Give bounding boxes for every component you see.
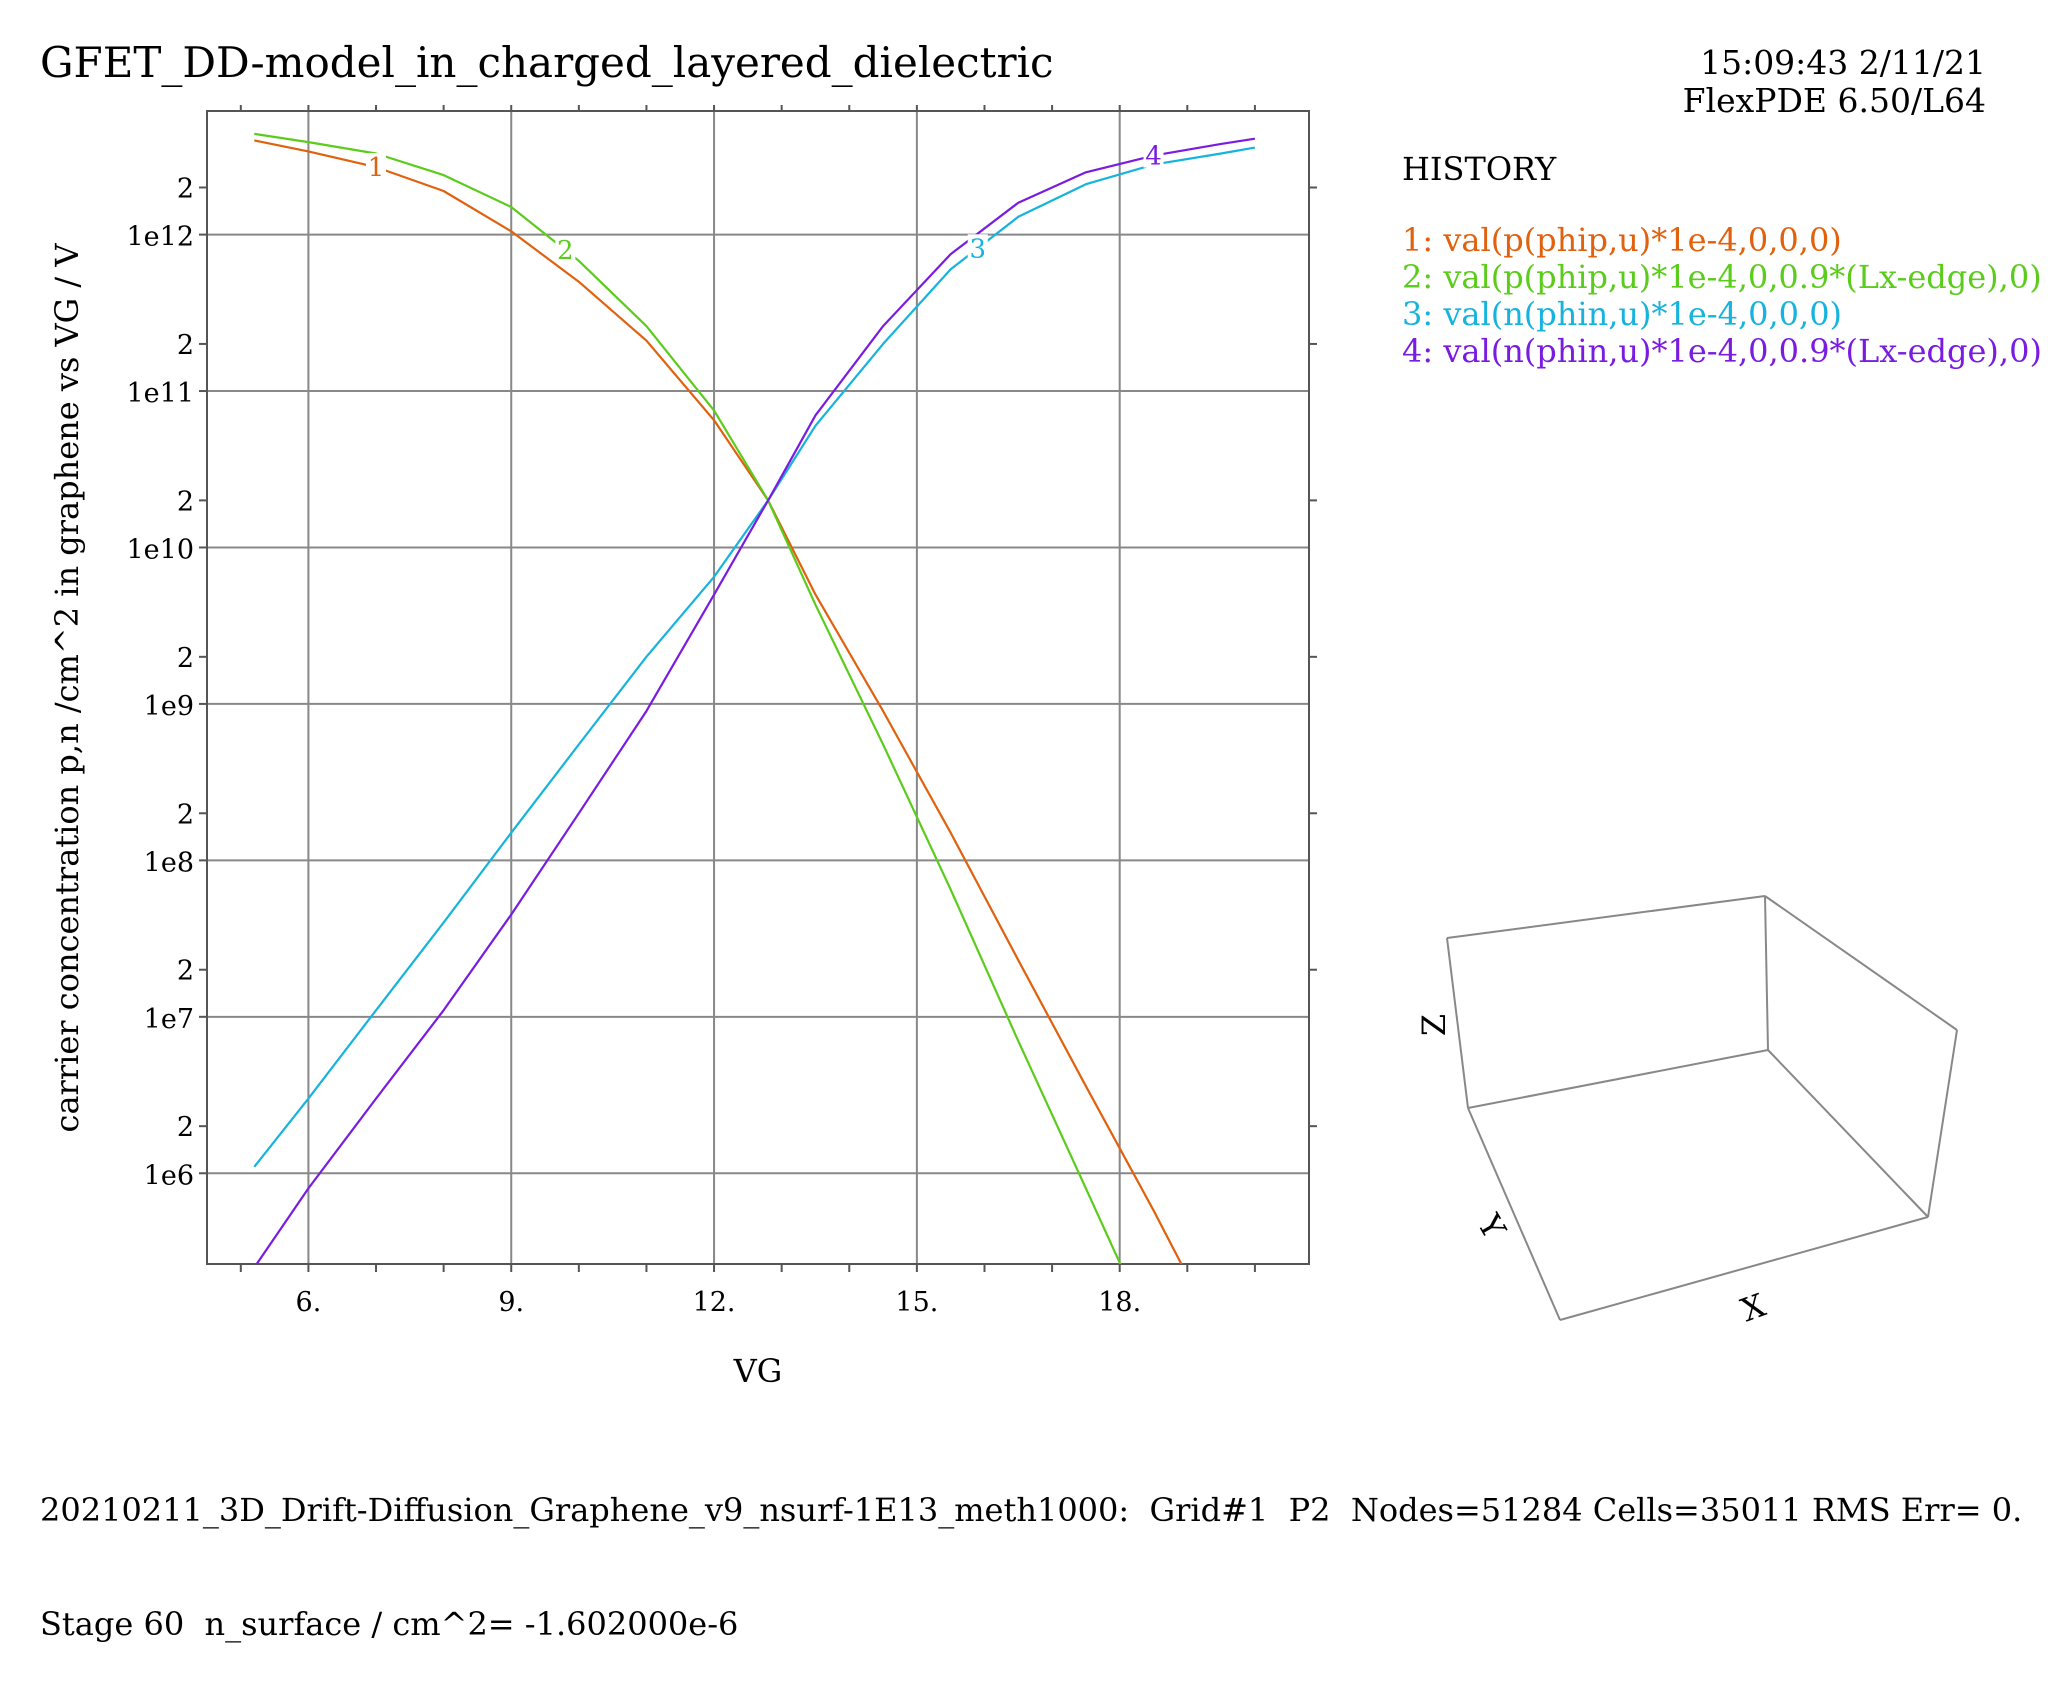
box-edge [1446,895,1766,939]
history-title: HISTORY [1402,150,1557,188]
y-minor-tick-label: 2 [177,1112,194,1143]
grid-layer [207,111,1309,1264]
curve-label-4: 4 [1145,142,1162,172]
box-edge [1764,895,1769,1051]
y-minor-tick-label: 2 [177,643,194,674]
x-tick-label: 18. [1098,1287,1141,1318]
y-tick-label: 1e9 [144,691,194,722]
x-tick-label: 12. [693,1287,736,1318]
timestamp-block: 15:09:43 2/11/21 FlexPDE 6.50/L64 [1683,44,1986,120]
series-line-4 [255,137,1256,1264]
axis-label-z: Z [1415,1014,1453,1036]
footer-info: 20210211_3D_Drift-Diffusion_Graphene_v9_… [40,1415,2022,1681]
curve-label-bg [1143,141,1164,168]
series-line-2 [254,132,1122,1264]
footer-run-info: 20210211_3D_Drift-Diffusion_Graphene_v9_… [40,1491,2023,1529]
y-tick-label: 1e8 [144,847,194,878]
x-tick-label: 15. [895,1287,938,1318]
curve-label-bg [967,234,988,261]
box-edge [1767,1049,1929,1218]
curve-label-2: 2 [557,236,574,266]
history-chart: 6. 9. 12. 15. 18. 1e6 2 1e7 2 1e8 2 1e9 2 1e10 2 1e11 2 1… [48,105,1317,1390]
legend-entry-4: 4: val(n(phin,u)*1e-4,0,0.9*(Lx-edge),0) [1402,332,2042,370]
y-tick-label: 1e12 [126,222,194,253]
box-edge [1467,1107,1561,1321]
x-axis-label: VG [733,1352,783,1390]
y-minor-tick-label: 2 [177,330,194,361]
box-edge [1467,1049,1769,1109]
curve-label-3: 3 [969,234,986,264]
footer-stage-info: Stage 60 n_surface / cm^2= -1.602000e-6 [40,1605,739,1643]
x-tick-label: 9. [498,1287,524,1318]
box-edge [1764,895,1958,1031]
box-edge [1446,937,1469,1109]
curve-label-1: 1 [368,153,385,183]
y-minor-tick-label: 2 [177,486,194,517]
axis-label-y: Y [1469,1207,1513,1246]
ticks-layer [199,105,1317,1272]
curve-label-bg [555,236,576,263]
curve-label-bg [366,153,387,180]
software-version: FlexPDE 6.50/L64 [1682,81,1986,120]
y-minor-tick-label: 2 [177,173,194,204]
plot-title: GFET_DD-model_in_charged_layered_dielect… [40,38,1054,87]
y-minor-tick-label: 2 [177,956,194,987]
box-edge [1559,1216,1929,1321]
labels-layer: 6. 9. 12. 15. 18. 1e6 2 1e7 2 1e8 2 1e9 2 1e10 2 1e11 2 1… [126,141,1164,1318]
legend: 1: val(p(phip,u)*1e-4,0,0,0) 2: val(p(ph… [1402,222,2042,370]
y-axis-label: carrier concentration p,n /cm^2 in graph… [48,243,86,1133]
series-line-3 [253,146,1256,1168]
legend-entry-1: 1: val(p(phip,u)*1e-4,0,0,0) [1402,221,1842,259]
y-tick-label: 1e11 [126,378,194,409]
timestamp: 15:09:43 2/11/21 [1700,43,1986,82]
y-tick-label: 1e7 [144,1004,194,1035]
y-tick-label: 1e10 [126,534,194,565]
plot-frame [206,110,1310,1265]
y-tick-label: 1e6 [144,1160,194,1191]
axis-label-x: X [1736,1286,1771,1330]
legend-entry-2: 2: val(p(phip,u)*1e-4,0,0.9*(Lx-edge),0) [1402,258,2042,296]
y-minor-tick-label: 2 [177,799,194,830]
box-edge [1927,1029,1958,1218]
series-line-1 [254,139,1183,1264]
series-layer [253,132,1256,1264]
legend-entry-3: 3: val(n(phin,u)*1e-4,0,0,0) [1402,295,1843,333]
x-tick-label: 6. [296,1287,322,1318]
